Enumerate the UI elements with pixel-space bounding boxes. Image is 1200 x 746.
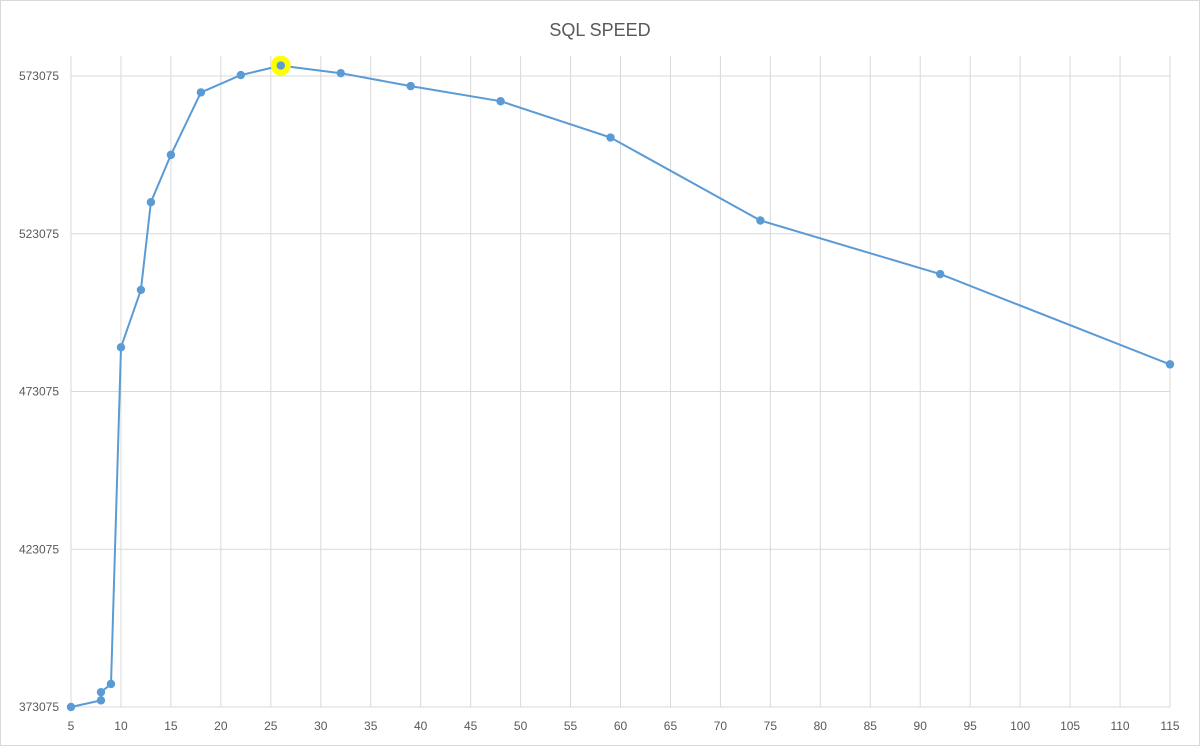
x-tick-label: 25 (264, 719, 278, 733)
data-point (106, 679, 116, 689)
data-point (96, 687, 106, 697)
x-tick-label: 75 (764, 719, 778, 733)
series (66, 55, 1175, 712)
data-point (276, 61, 286, 70)
data-point (236, 70, 246, 80)
data-point (96, 696, 106, 705)
x-tick-label: 85 (864, 719, 878, 733)
x-tick-label: 100 (1010, 719, 1030, 733)
y-tick-label: 423075 (19, 542, 59, 556)
y-tick-label: 523075 (19, 227, 59, 241)
x-tick-label: 30 (314, 719, 328, 733)
x-tick-label: 10 (114, 719, 128, 733)
axes: 5 10 15 20 25 30 35 40 45 50 55 60 65 70 75 80 85 90 95 100… (19, 69, 1180, 733)
data-point (116, 343, 126, 352)
x-tick-label: 55 (564, 719, 578, 733)
x-tick-label: 40 (414, 719, 428, 733)
x-tick-label: 80 (814, 719, 828, 733)
x-tick-label: 115 (1160, 719, 1179, 733)
data-point (336, 68, 345, 78)
x-tick-label: 60 (614, 719, 628, 733)
y-tick-label: 373075 (19, 700, 59, 714)
data-point (136, 285, 146, 295)
data-point (606, 133, 615, 142)
x-tick-label: 90 (914, 719, 928, 733)
x-tick-label: 70 (714, 719, 728, 733)
data-point (1165, 360, 1175, 369)
x-tick-label: 20 (214, 719, 228, 733)
data-point (146, 198, 156, 207)
data-point (756, 216, 765, 225)
y-tick-label: 573075 (19, 69, 59, 83)
x-tick-label: 5 (68, 719, 75, 733)
x-tick-label: 45 (464, 719, 478, 733)
x-tick-label: 110 (1110, 719, 1129, 733)
grid (70, 56, 1171, 708)
x-tick-label: 35 (364, 719, 378, 733)
x-tick-label: 15 (164, 719, 178, 733)
data-point (166, 150, 176, 160)
x-tick-label: 50 (514, 719, 528, 733)
x-tick-label: 105 (1060, 719, 1080, 733)
x-tick-label: 65 (664, 719, 678, 733)
y-tick-label: 473075 (19, 385, 59, 399)
x-tick-label: 95 (964, 719, 978, 733)
data-point (406, 81, 415, 91)
data-point (936, 269, 945, 279)
chart-title: SQL SPEED (549, 20, 650, 40)
data-point (66, 702, 76, 712)
data-point (196, 88, 206, 97)
data-point (496, 97, 505, 106)
